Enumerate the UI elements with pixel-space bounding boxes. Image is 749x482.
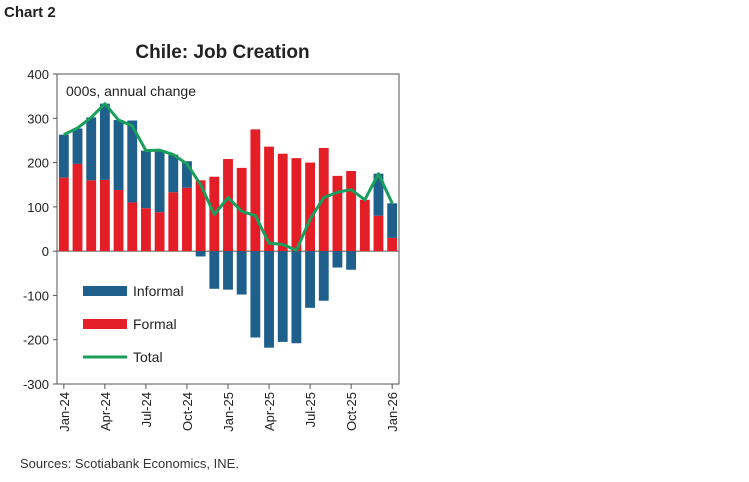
bar-informal (195, 251, 206, 257)
bar-informal (373, 173, 384, 216)
bar-formal (277, 153, 288, 252)
units-annotation: 000s, annual change (66, 83, 196, 99)
bar-formal (58, 177, 69, 252)
x-tick-label: Oct-25 (344, 392, 359, 431)
bars-group (58, 103, 398, 348)
x-tick-label: Jul-24 (139, 392, 154, 427)
y-tick-label: -300 (23, 377, 49, 392)
chart-title: Chile: Job Creation (135, 42, 310, 63)
y-tick-label: -200 (23, 333, 49, 348)
bar-formal (86, 180, 97, 252)
bar-informal (223, 251, 233, 290)
bar-informal (72, 128, 83, 164)
y-tick-label: 0 (42, 244, 49, 259)
y-tick-label: -100 (23, 288, 49, 303)
y-tick-label: 400 (27, 67, 49, 82)
bar-informal (250, 251, 261, 338)
bar-informal (127, 120, 138, 203)
bar-informal (264, 251, 274, 348)
bar-informal (99, 103, 110, 180)
source-note: Sources: Scotiabank Economics, INE. (20, 456, 239, 471)
x-tick-label: Jan-26 (385, 392, 400, 432)
bar-informal (318, 251, 329, 301)
total-series-line (63, 102, 394, 252)
bar-informal (305, 251, 316, 308)
bar-informal (113, 120, 124, 191)
bar-formal (346, 170, 357, 252)
bar-informal (277, 251, 288, 342)
bar-formal (332, 175, 343, 252)
bar-informal (140, 150, 151, 209)
legend: Informal Formal Total (83, 283, 184, 365)
legend-label-formal: Formal (133, 316, 177, 332)
bar-formal (99, 179, 110, 252)
bar-formal (223, 159, 233, 252)
bar-informal (86, 117, 97, 181)
x-tick-label: Apr-24 (98, 392, 113, 431)
bar-formal (154, 212, 165, 252)
bar-informal (209, 251, 220, 289)
bar-formal (72, 163, 83, 252)
x-tick-label: Apr-25 (262, 392, 277, 431)
bar-informal (168, 154, 179, 193)
bar-formal (182, 187, 192, 252)
bar-formal (127, 202, 138, 252)
legend-label-informal: Informal (133, 283, 184, 299)
bar-informal (154, 150, 165, 213)
x-tick-label: Jan-25 (221, 392, 236, 432)
bar-informal (291, 251, 302, 344)
total-line-group (63, 102, 394, 252)
bar-informal (387, 203, 398, 238)
y-axis-ticks: -300 -200 -100 0 100 200 300 400 (23, 67, 57, 392)
y-tick-label: 300 (27, 111, 49, 126)
bar-formal (250, 129, 261, 252)
x-tick-label: Jan-24 (57, 392, 72, 432)
bar-informal (332, 251, 343, 268)
bar-informal (182, 161, 192, 188)
bar-formal (113, 190, 124, 252)
bar-informal (58, 134, 69, 178)
bar-informal (236, 251, 247, 295)
x-tick-label: Jul-25 (303, 392, 318, 427)
legend-swatch-formal (83, 319, 127, 329)
legend-swatch-informal (83, 286, 127, 296)
bar-formal (373, 215, 384, 252)
bar-formal (305, 162, 316, 252)
y-tick-label: 200 (27, 156, 49, 171)
x-tick-label: Oct-24 (180, 392, 195, 431)
chart-number-label: Chart 2 (4, 4, 56, 21)
bar-formal (387, 237, 398, 252)
x-axis-ticks: Jan-24 Apr-24 Jul-24 Oct-24 Jan-25 Apr-25 Jul-… (57, 384, 400, 432)
bar-formal (291, 158, 302, 252)
bar-formal (168, 192, 179, 252)
bar-formal (359, 199, 370, 252)
bar-formal (195, 180, 206, 252)
bar-formal (140, 208, 151, 252)
y-tick-label: 100 (27, 200, 49, 215)
bar-formal (264, 146, 274, 252)
legend-label-total: Total (133, 349, 163, 365)
bar-informal (346, 251, 357, 270)
